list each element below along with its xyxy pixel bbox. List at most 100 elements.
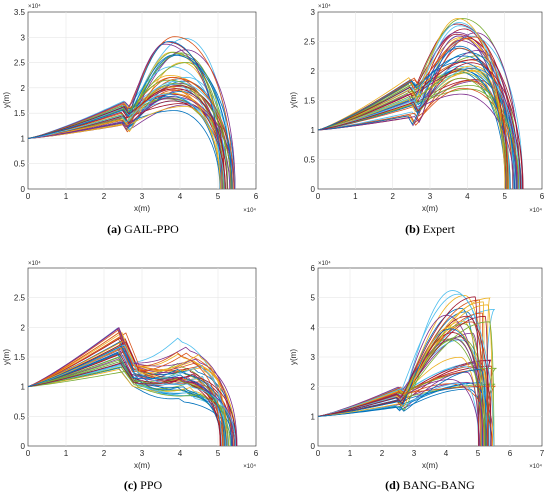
trajectory-line xyxy=(28,106,221,189)
y-tick-label: 0.5 xyxy=(14,412,26,421)
x-axis-label: x(m) xyxy=(134,204,150,213)
y-tick-label: 2.5 xyxy=(14,59,26,68)
x-tick-label: 4 xyxy=(465,192,470,201)
trajectory-line xyxy=(28,362,237,446)
trajectory-line xyxy=(318,67,520,189)
trajectory-line xyxy=(318,369,489,446)
trajectory-line xyxy=(318,36,509,189)
x-tick-label: 4 xyxy=(178,192,183,201)
panel-expert: 0 1 2 3 4 5 6 0 0.5 1 1.5 2 2.5 3 ×10⁴ ×10⁴ x(m) y(m)… xyxy=(289,3,545,236)
trajectory-line xyxy=(318,39,518,189)
y-tick-label: 3 xyxy=(21,33,26,42)
y-tick-label: 2 xyxy=(311,67,316,76)
x-tick-label: 1 xyxy=(348,449,353,458)
trajectory-line xyxy=(318,382,479,446)
x-exponent: ×10⁴ xyxy=(529,463,542,470)
x-exponent: ×10⁴ xyxy=(243,207,256,214)
panel-bang-bang: 0 1 2 3 4 5 6 7 0 1 2 3 4 5 6 ×10⁴ ×10⁴ x(m) y(m) (d) … xyxy=(289,260,545,492)
y-tick-label: 0 xyxy=(21,185,26,194)
caption-text: BANG-BANG xyxy=(403,478,475,492)
y-tick-label: 6 xyxy=(311,264,316,273)
y-tick-label: 3 xyxy=(311,353,316,362)
caption-text: Expert xyxy=(423,222,456,236)
x-tick-label: 1 xyxy=(64,192,69,201)
caption-label: (b) xyxy=(405,222,420,236)
trajectory-lines xyxy=(28,327,238,446)
x-tick-label: 7 xyxy=(540,449,545,458)
trajectory-line xyxy=(28,345,227,446)
caption: (a) GAIL-PPO xyxy=(107,222,179,236)
x-tick-label: 6 xyxy=(540,192,545,201)
y-axis-label: y(m) xyxy=(289,92,298,108)
trajectory-lines xyxy=(318,290,497,446)
y-tick-label: 2.5 xyxy=(14,294,26,303)
trajectory-line xyxy=(28,102,224,189)
y-exponent: ×10⁴ xyxy=(318,260,331,267)
y-tick-label: 3 xyxy=(311,8,316,17)
x-tick-label: 3 xyxy=(412,449,417,458)
trajectory-line xyxy=(28,332,232,446)
trajectory-line xyxy=(28,54,233,189)
trajectory-line xyxy=(28,329,223,446)
trajectory-line xyxy=(28,79,232,189)
y-tick-label: 0.5 xyxy=(14,160,26,169)
y-tick-label: 2 xyxy=(311,383,316,392)
x-axis-label: x(m) xyxy=(422,461,438,470)
x-exponent: ×10⁴ xyxy=(243,463,256,470)
y-tick-label: 2 xyxy=(21,84,26,93)
trajectory-lines xyxy=(28,36,236,189)
x-tick-label: 0 xyxy=(316,449,321,458)
trajectory-line xyxy=(28,359,226,446)
trajectory-line xyxy=(28,327,233,446)
caption: (b) Expert xyxy=(405,222,455,236)
caption: (c) PPO xyxy=(124,478,163,492)
caption: (d) BANG-BANG xyxy=(385,478,475,492)
y-tick-label: 1 xyxy=(21,383,26,392)
y-tick-label: 1 xyxy=(311,412,316,421)
trajectory-line xyxy=(318,77,509,189)
y-exponent: ×10⁴ xyxy=(28,260,41,267)
trajectory-line xyxy=(318,72,508,189)
x-tick-label: 5 xyxy=(216,192,221,201)
caption-label: (d) xyxy=(385,478,400,492)
trajectory-line xyxy=(318,304,494,446)
trajectory-line xyxy=(318,58,509,189)
y-tick-label: 1.5 xyxy=(14,353,26,362)
x-exponent: ×10⁴ xyxy=(529,207,542,214)
y-tick-label: 5 xyxy=(311,294,316,303)
trajectory-line xyxy=(318,369,487,446)
trajectory-lines xyxy=(318,18,524,189)
trajectory-line xyxy=(318,45,506,189)
trajectory-line xyxy=(28,332,237,446)
trajectory-line xyxy=(318,296,479,446)
y-tick-label: 2 xyxy=(21,323,26,332)
x-tick-label: 6 xyxy=(254,192,259,201)
tick-labels: 0 1 2 3 4 5 6 0 0.5 1 1.5 2 2.5 3 xyxy=(304,8,545,201)
x-tick-label: 3 xyxy=(140,192,145,201)
caption-text: PPO xyxy=(140,478,162,492)
trajectory-line xyxy=(28,93,225,189)
x-tick-label: 3 xyxy=(140,449,145,458)
x-tick-label: 4 xyxy=(178,449,183,458)
y-tick-label: 2.5 xyxy=(304,38,316,47)
x-tick-label: 6 xyxy=(254,449,259,458)
trajectory-line xyxy=(318,326,487,446)
panel-ppo: 0 1 2 3 4 5 600.511.522.5 ×10⁴ ×10⁴ x(m) y(m) … xyxy=(2,260,259,492)
y-exponent: ×10⁴ xyxy=(318,3,331,10)
y-exponent: ×10⁴ xyxy=(28,3,41,10)
trajectory-line xyxy=(28,49,236,189)
tick-labels: 0 1 2 3 4 5 6 0 0.5 1 1.5 2 2.5 3 3.5 xyxy=(14,8,259,201)
x-tick-label: 0 xyxy=(26,449,31,458)
trajectory-line xyxy=(28,88,228,189)
trajectory-line xyxy=(28,353,222,446)
trajectory-line xyxy=(28,337,222,446)
y-tick-label: 1 xyxy=(311,126,316,135)
y-tick-label: 1.5 xyxy=(14,109,26,118)
y-tick-label: 0 xyxy=(311,185,316,194)
caption-label: (a) xyxy=(107,222,121,236)
trajectory-line xyxy=(318,290,495,446)
x-axis-label: x(m) xyxy=(134,461,150,470)
tick-labels: 0 1 2 3 4 5 6 0 0.5 1 1.5 2 2.5 xyxy=(14,294,259,458)
x-tick-label: 2 xyxy=(380,449,385,458)
